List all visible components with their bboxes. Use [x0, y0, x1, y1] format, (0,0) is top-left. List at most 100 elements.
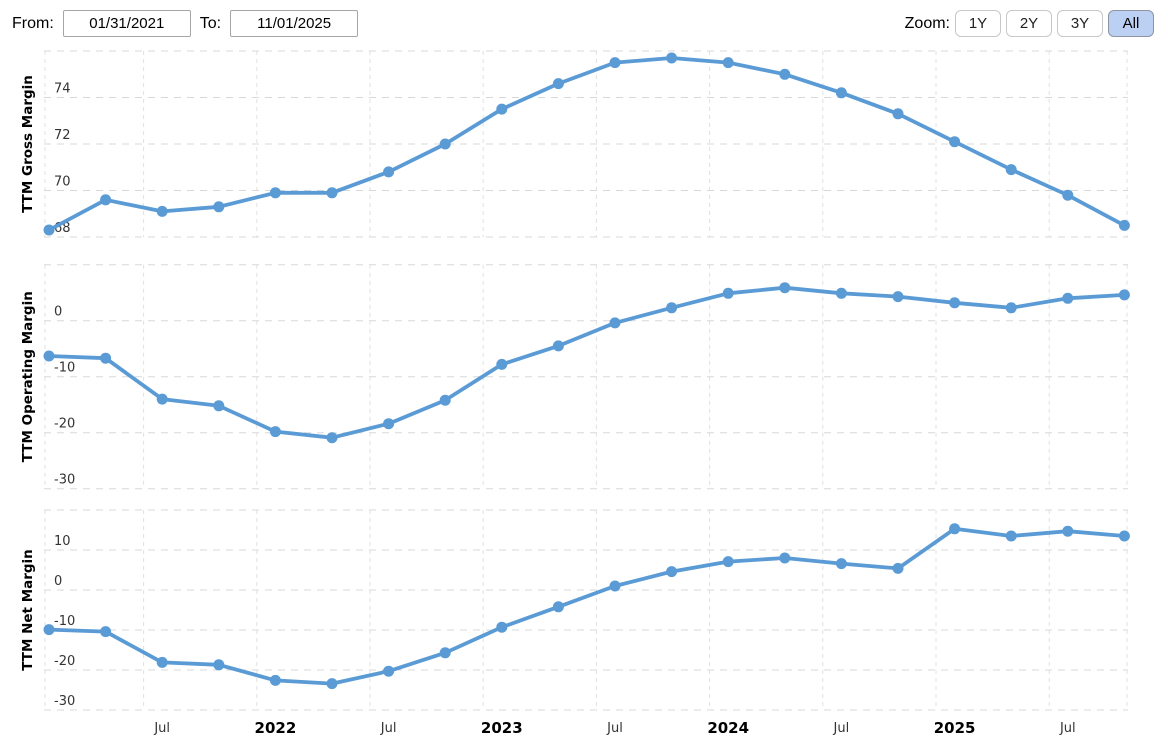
- data-point: [326, 432, 338, 444]
- data-point: [100, 352, 112, 364]
- data-point: [43, 624, 55, 636]
- data-point: [892, 108, 904, 120]
- data-point: [1118, 530, 1130, 542]
- x-tick-label: Jul: [153, 721, 170, 736]
- y-tick-label: 0: [54, 574, 62, 589]
- data-point: [835, 87, 847, 99]
- data-point: [552, 601, 564, 613]
- data-point: [213, 400, 225, 412]
- chart-controls-bar: From: To: Zoom: 1Y 2Y 3Y All: [0, 0, 1168, 46]
- chart-plot-area[interactable]: [44, 265, 1128, 489]
- y-tick-label: -30: [54, 694, 75, 709]
- data-point: [326, 187, 338, 199]
- data-point: [722, 556, 734, 568]
- data-point: [43, 224, 55, 236]
- y-tick-label: -10: [54, 614, 75, 629]
- data-point: [269, 674, 281, 686]
- data-point: [892, 291, 904, 303]
- data-point: [779, 68, 791, 80]
- y-tick-label: -10: [54, 361, 75, 376]
- data-point: [326, 678, 338, 690]
- data-point: [609, 57, 621, 69]
- y-tick-label: -20: [54, 654, 75, 669]
- data-point: [1062, 189, 1074, 201]
- data-point: [496, 621, 508, 633]
- chart-plot-area[interactable]: [44, 51, 1128, 237]
- data-point: [666, 52, 678, 64]
- x-tick-label: 2023: [481, 719, 523, 737]
- data-point: [156, 656, 168, 668]
- data-point: [609, 317, 621, 329]
- data-point: [43, 350, 55, 362]
- data-point: [1118, 289, 1130, 301]
- ttm-operating-margin-chart: 0 -10 -20 -30 TTM Operating Margin: [20, 264, 1130, 490]
- data-point: [552, 340, 564, 352]
- zoom-label: Zoom:: [904, 14, 950, 32]
- data-point: [1062, 292, 1074, 304]
- data-point: [383, 665, 395, 677]
- y-tick-label: -30: [54, 473, 75, 488]
- to-label: To:: [199, 14, 222, 32]
- x-tick-label: Jul: [606, 721, 623, 736]
- data-point: [949, 136, 961, 148]
- y-tick-label: 72: [54, 128, 71, 143]
- x-tick-label: Jul: [833, 721, 850, 736]
- chart-plot-area[interactable]: [44, 510, 1128, 710]
- data-point: [496, 358, 508, 370]
- data-point: [835, 558, 847, 570]
- from-date-input[interactable]: [62, 10, 191, 37]
- data-point: [722, 287, 734, 299]
- y-axis-title: TTM Operating Margin: [20, 291, 36, 462]
- data-point: [835, 287, 847, 299]
- data-point: [383, 166, 395, 178]
- data-point: [439, 647, 451, 659]
- data-point: [892, 562, 904, 574]
- data-point: [609, 580, 621, 592]
- data-point: [269, 187, 281, 199]
- x-tick-label: 2022: [255, 719, 297, 737]
- ttm-gross-margin-chart: 74727068TTM Gross Margin: [20, 50, 1130, 238]
- data-point: [156, 205, 168, 217]
- from-label: From:: [12, 14, 54, 32]
- data-point: [1005, 530, 1017, 542]
- data-point: [666, 566, 678, 578]
- y-tick-label: 10: [54, 534, 71, 549]
- data-point: [439, 394, 451, 406]
- data-point: [213, 201, 225, 213]
- data-point: [779, 552, 791, 564]
- data-point: [156, 393, 168, 405]
- y-tick-label: 74: [54, 82, 71, 97]
- data-point: [383, 418, 395, 430]
- zoom-button-all[interactable]: All: [1108, 10, 1154, 37]
- data-point: [949, 523, 961, 535]
- data-point: [1118, 219, 1130, 231]
- x-tick-label: Jul: [1059, 721, 1076, 736]
- data-point: [666, 302, 678, 314]
- zoom-button-1y[interactable]: 1Y: [955, 10, 1001, 37]
- date-range-controls: From: To:: [12, 10, 359, 37]
- data-point: [779, 282, 791, 294]
- y-axis-title: TTM Net Margin: [20, 549, 36, 671]
- series-line: [47, 56, 1127, 232]
- zoom-button-2y[interactable]: 2Y: [1006, 10, 1052, 37]
- y-tick-label: -20: [54, 417, 75, 432]
- y-axis-title: TTM Gross Margin: [20, 75, 36, 213]
- data-point: [439, 138, 451, 150]
- data-point: [552, 78, 564, 90]
- series-line: [47, 526, 1127, 686]
- data-point: [269, 426, 281, 438]
- data-point: [1062, 525, 1074, 537]
- series-line: [47, 285, 1127, 440]
- y-tick-label: 70: [54, 175, 71, 190]
- zoom-button-3y[interactable]: 3Y: [1057, 10, 1103, 37]
- data-point: [100, 626, 112, 638]
- data-point: [1005, 164, 1017, 176]
- data-point: [100, 194, 112, 206]
- to-date-input[interactable]: [230, 10, 359, 37]
- x-tick-label: Jul: [380, 721, 397, 736]
- data-point: [496, 103, 508, 115]
- ttm-net-margin-chart: 10 0 -10 -20 -30 TTM Net Margin: [20, 509, 1130, 711]
